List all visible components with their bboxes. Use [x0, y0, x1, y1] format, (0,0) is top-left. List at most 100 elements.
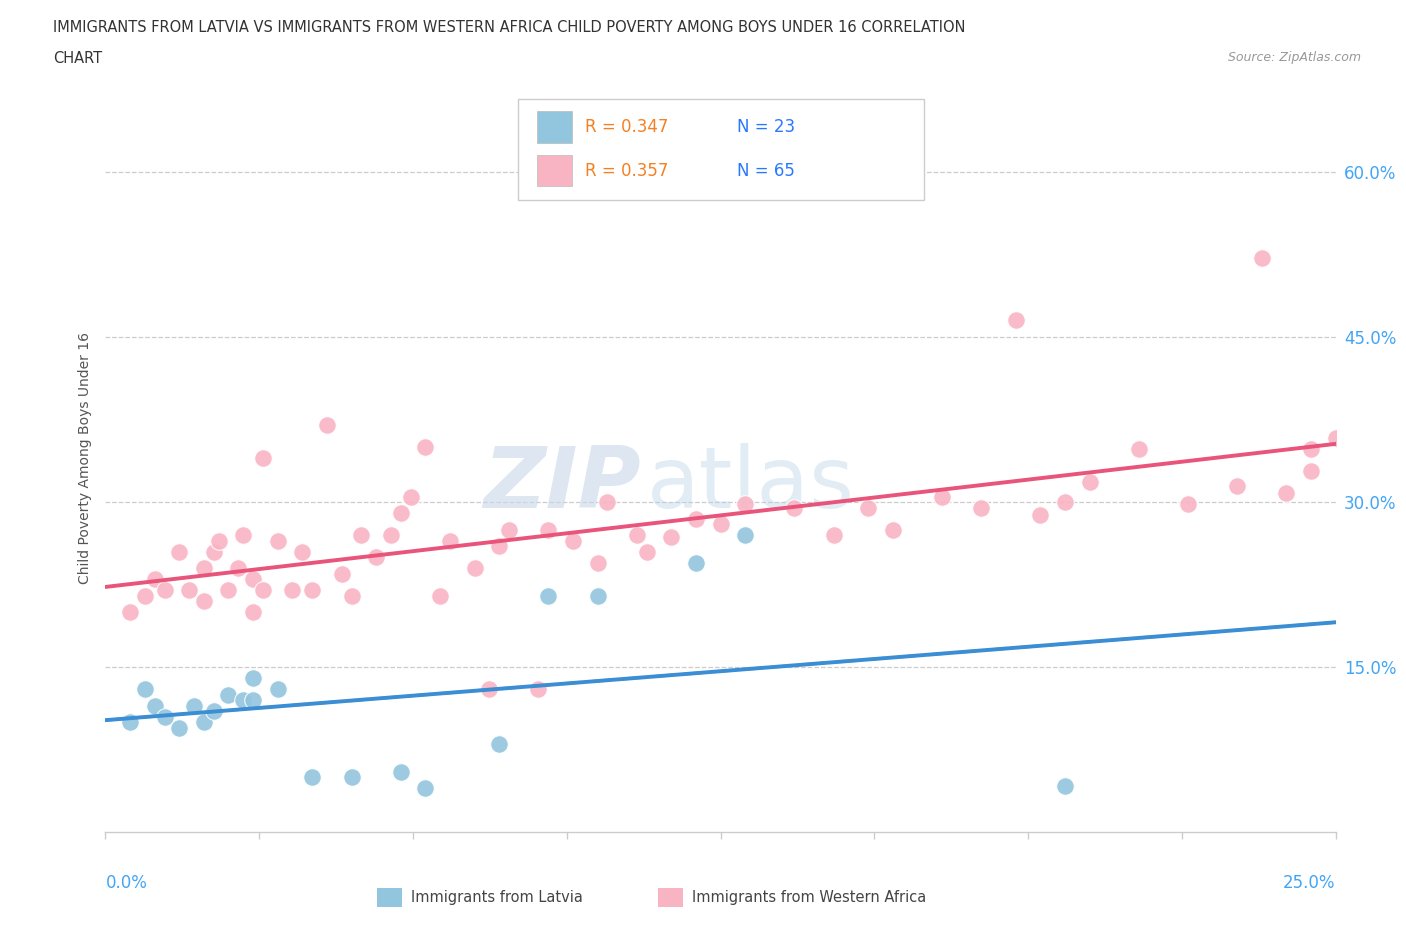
Point [710, 517, 733, 532]
Point [488, 538, 510, 553]
Point [586, 555, 609, 570]
Point [562, 533, 585, 548]
Point [415, 781, 437, 796]
Text: atlas: atlas [647, 443, 855, 525]
Point [120, 715, 141, 730]
Point [661, 530, 683, 545]
Text: 0.0%: 0.0% [105, 873, 148, 892]
Point [242, 604, 264, 619]
Point [858, 500, 880, 515]
Point [1177, 497, 1199, 512]
Point [823, 527, 845, 542]
Point [315, 418, 337, 432]
Text: CHART: CHART [53, 51, 103, 66]
Point [330, 566, 353, 581]
Point [380, 527, 402, 542]
Point [389, 506, 412, 521]
Point [169, 544, 191, 559]
Text: R = 0.357: R = 0.357 [585, 162, 669, 179]
Point [1324, 431, 1347, 445]
Point [208, 533, 231, 548]
Point [120, 604, 141, 619]
Point [537, 522, 560, 537]
Point [1004, 313, 1026, 328]
Point [1301, 442, 1323, 457]
Point [783, 500, 806, 515]
Point [218, 687, 240, 702]
Point [1301, 464, 1323, 479]
Point [366, 550, 388, 565]
Point [242, 572, 264, 587]
Point [415, 440, 437, 455]
Point [232, 527, 254, 542]
Point [193, 593, 215, 608]
Point [350, 527, 373, 542]
Point [498, 522, 520, 537]
Point [202, 704, 225, 719]
Text: N = 65: N = 65 [737, 162, 794, 179]
Point [1226, 478, 1249, 493]
Text: IMMIGRANTS FROM LATVIA VS IMMIGRANTS FROM WESTERN AFRICA CHILD POVERTY AMONG BOY: IMMIGRANTS FROM LATVIA VS IMMIGRANTS FRO… [53, 20, 966, 35]
Text: ZIP: ZIP [484, 443, 641, 525]
Point [527, 682, 550, 697]
Point [1054, 495, 1077, 510]
Point [464, 561, 486, 576]
Point [169, 721, 191, 736]
Point [1128, 442, 1150, 457]
Point [153, 583, 176, 598]
Point [1054, 778, 1077, 793]
Point [399, 489, 422, 504]
Point [242, 671, 264, 685]
Point [143, 698, 166, 713]
Point [242, 693, 264, 708]
Point [636, 544, 658, 559]
Point [389, 764, 412, 779]
FancyBboxPatch shape [537, 112, 572, 143]
Point [685, 555, 707, 570]
Point [537, 588, 560, 603]
Point [734, 497, 756, 512]
Point [439, 533, 461, 548]
Point [193, 561, 215, 576]
Point [291, 544, 314, 559]
Text: 25.0%: 25.0% [1284, 873, 1336, 892]
Point [429, 588, 451, 603]
Point [931, 489, 953, 504]
Point [596, 495, 619, 510]
Point [267, 682, 290, 697]
Text: Immigrants from Western Africa: Immigrants from Western Africa [692, 890, 927, 905]
Text: Immigrants from Latvia: Immigrants from Latvia [411, 890, 582, 905]
Point [281, 583, 304, 598]
Point [734, 527, 756, 542]
Point [183, 698, 205, 713]
Point [301, 770, 323, 785]
Point [340, 588, 363, 603]
Point [232, 693, 254, 708]
Point [202, 544, 225, 559]
Point [228, 561, 250, 576]
Point [252, 451, 274, 466]
Point [179, 583, 201, 598]
Point [626, 527, 648, 542]
FancyBboxPatch shape [517, 99, 924, 200]
Point [488, 737, 510, 751]
Text: Source: ZipAtlas.com: Source: ZipAtlas.com [1227, 51, 1361, 64]
Point [478, 682, 501, 697]
Point [134, 682, 156, 697]
Point [970, 500, 993, 515]
Point [153, 710, 176, 724]
Text: R = 0.347: R = 0.347 [585, 118, 669, 136]
Point [882, 522, 904, 537]
Point [586, 588, 609, 603]
Point [143, 572, 166, 587]
Point [193, 715, 215, 730]
Point [1029, 508, 1052, 523]
Point [340, 770, 363, 785]
FancyBboxPatch shape [537, 154, 572, 186]
Point [1251, 250, 1274, 265]
Text: N = 23: N = 23 [737, 118, 794, 136]
Point [134, 588, 156, 603]
Point [252, 583, 274, 598]
Point [1275, 485, 1298, 500]
Point [218, 583, 240, 598]
